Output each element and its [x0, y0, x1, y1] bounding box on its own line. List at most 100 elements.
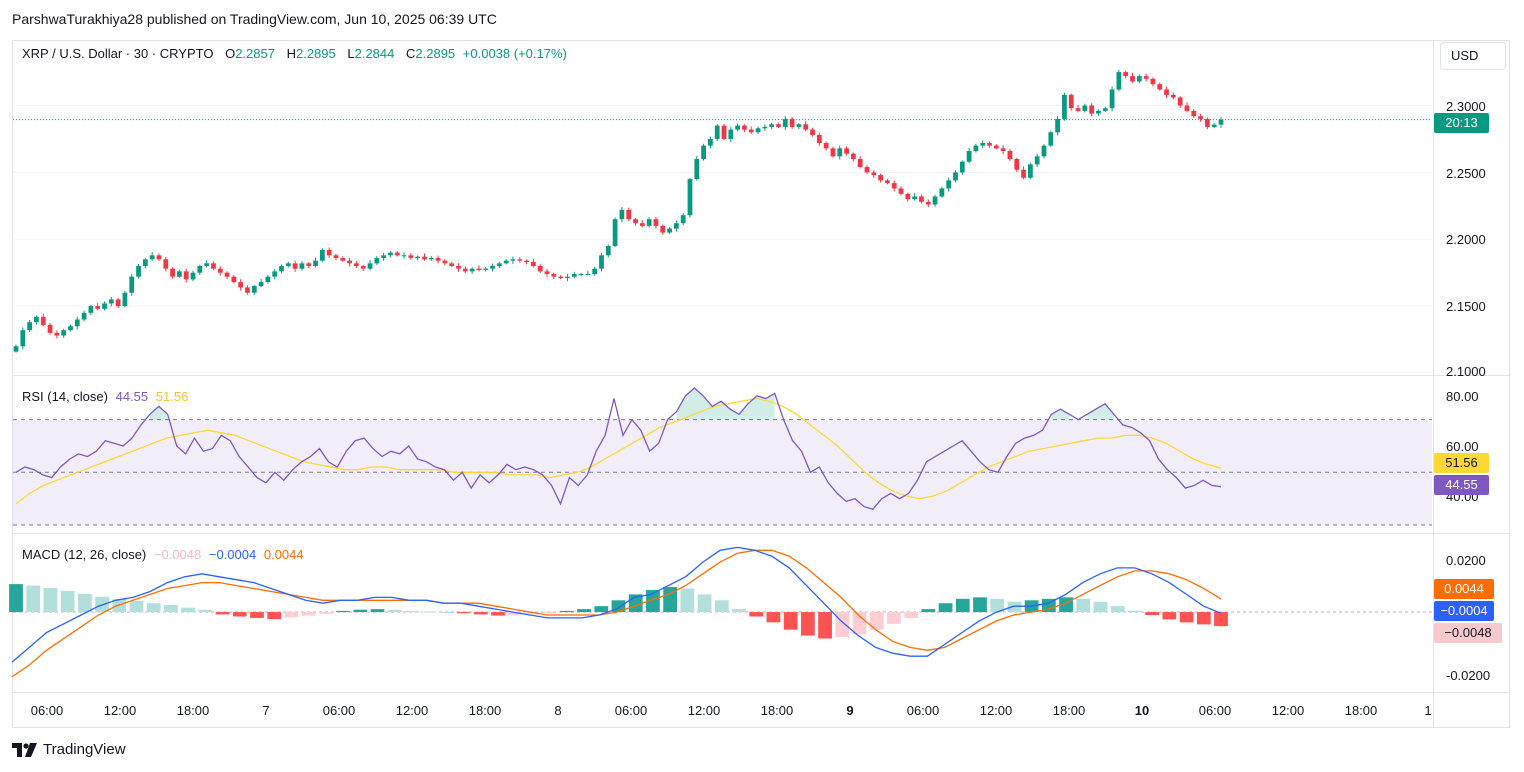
- candle-body: [88, 306, 94, 313]
- brand-name: TradingView: [43, 741, 126, 758]
- macd-legend[interactable]: MACD (12, 26, close) −0.0048 −0.0004 0.0…: [22, 547, 308, 562]
- candle-body: [422, 256, 427, 260]
- time-tick: 18:00: [176, 703, 210, 718]
- rsi-overbought-fill: [149, 406, 168, 420]
- candle-body: [993, 145, 999, 149]
- candle-body: [959, 161, 965, 173]
- macd-histogram-bar: [250, 612, 264, 618]
- candle-body: [619, 209, 625, 220]
- macd-histogram-bar: [422, 611, 437, 613]
- candle-body: [108, 299, 114, 304]
- candle-body: [1211, 124, 1217, 127]
- candle-body: [701, 145, 706, 160]
- candle-body: [742, 125, 747, 130]
- pane-divider-rsi[interactable]: [12, 375, 1510, 376]
- candle-body: [177, 271, 182, 277]
- macd-histogram-bar: [301, 612, 316, 616]
- candle-body: [204, 263, 210, 267]
- candle-body: [279, 266, 284, 272]
- candle-body: [47, 324, 53, 333]
- candle-body: [20, 330, 26, 347]
- candle-body: [782, 118, 788, 127]
- candle-body: [503, 260, 509, 264]
- low-value: 2.2844: [354, 46, 395, 61]
- candle-body: [987, 142, 992, 146]
- candle-body: [428, 257, 434, 260]
- macd-histogram-bar: [1093, 601, 1108, 613]
- rsi-line: [15, 387, 1222, 510]
- macd-histogram-bar: [267, 612, 282, 620]
- symbol-title[interactable]: XRP / U.S. Dollar · 30 · CRYPTO: [22, 46, 214, 61]
- candle-body: [844, 148, 849, 154]
- candle-body: [565, 276, 570, 279]
- rsi-title[interactable]: RSI (14, close): [22, 389, 108, 404]
- candle-body: [374, 257, 380, 264]
- macd-histogram-bar: [783, 612, 798, 630]
- macd-histogram-bar: [405, 610, 419, 613]
- high-label: H: [286, 46, 296, 61]
- macd-title[interactable]: MACD (12, 26, close): [22, 547, 147, 562]
- candle-body: [1041, 145, 1047, 157]
- candle-body: [1130, 76, 1135, 82]
- candle-body: [285, 263, 291, 267]
- candle-body: [122, 292, 128, 307]
- macd-histogram-bar: [439, 612, 454, 614]
- macd-signal-badge: 0.0044: [1434, 579, 1494, 599]
- footer-brand[interactable]: TradingView: [12, 741, 126, 758]
- macd-histogram-bar: [77, 593, 92, 613]
- macd-histogram-bar: [955, 598, 970, 613]
- candle-body: [258, 282, 264, 287]
- macd-histogram-bar: [129, 600, 144, 613]
- time-tick: 06:00: [30, 703, 64, 718]
- candle-body: [1082, 105, 1088, 111]
- candle-body: [299, 263, 305, 269]
- macd-value: −0.0004: [208, 547, 257, 562]
- candle-body: [816, 134, 822, 143]
- macd-histogram-bar: [835, 612, 850, 638]
- candle-body: [762, 126, 768, 129]
- candle-body: [367, 263, 373, 269]
- candle-body: [483, 268, 489, 271]
- high-value: 2.2895: [295, 46, 336, 61]
- macd-histogram-bar: [973, 597, 987, 613]
- candle-body: [605, 245, 611, 256]
- candle-body: [748, 129, 754, 133]
- candle-body: [953, 172, 958, 181]
- currency-button[interactable]: USD: [1440, 42, 1506, 70]
- time-tick: 18:00: [1052, 703, 1086, 718]
- macd-histogram-bar: [852, 612, 867, 635]
- candle-body: [646, 219, 652, 226]
- candle-body: [1184, 105, 1190, 111]
- close-value: 2.2895: [415, 46, 456, 61]
- candle-body: [190, 272, 196, 280]
- time-tick: 1: [1424, 703, 1432, 718]
- candle-body: [558, 276, 564, 279]
- macd-histogram-bar: [611, 600, 626, 613]
- time-tick: 12:00: [1271, 703, 1305, 718]
- candle-body: [156, 255, 162, 260]
- candle-body: [1102, 108, 1108, 111]
- candle-body: [673, 223, 679, 229]
- candle-body: [401, 255, 407, 257]
- rsi-badge: 44.55: [1434, 475, 1489, 495]
- macd-histogram-bar: [732, 609, 746, 613]
- macd-histogram-bar: [921, 609, 936, 613]
- candle-body: [333, 255, 339, 258]
- candle-body: [217, 268, 223, 273]
- time-tick: 06:00: [1198, 703, 1232, 718]
- candle-body: [231, 276, 237, 283]
- rsi-legend[interactable]: RSI (14, close) 44.55 51.56: [22, 389, 192, 404]
- pane-divider-macd[interactable]: [12, 533, 1510, 534]
- time-tick: 10: [1134, 703, 1150, 718]
- candle-body: [973, 145, 979, 151]
- rsi-tick: 80.00: [1446, 389, 1479, 404]
- macd-histogram-bar: [1179, 612, 1194, 623]
- candle-body: [823, 142, 829, 149]
- main-legend[interactable]: XRP / U.S. Dollar · 30 · CRYPTO O2.2857 …: [22, 46, 571, 61]
- candle-body: [183, 271, 189, 280]
- time-tick: 7: [262, 703, 270, 718]
- candle-body: [1075, 108, 1081, 111]
- candle-body: [633, 219, 638, 224]
- candle-body: [163, 259, 169, 269]
